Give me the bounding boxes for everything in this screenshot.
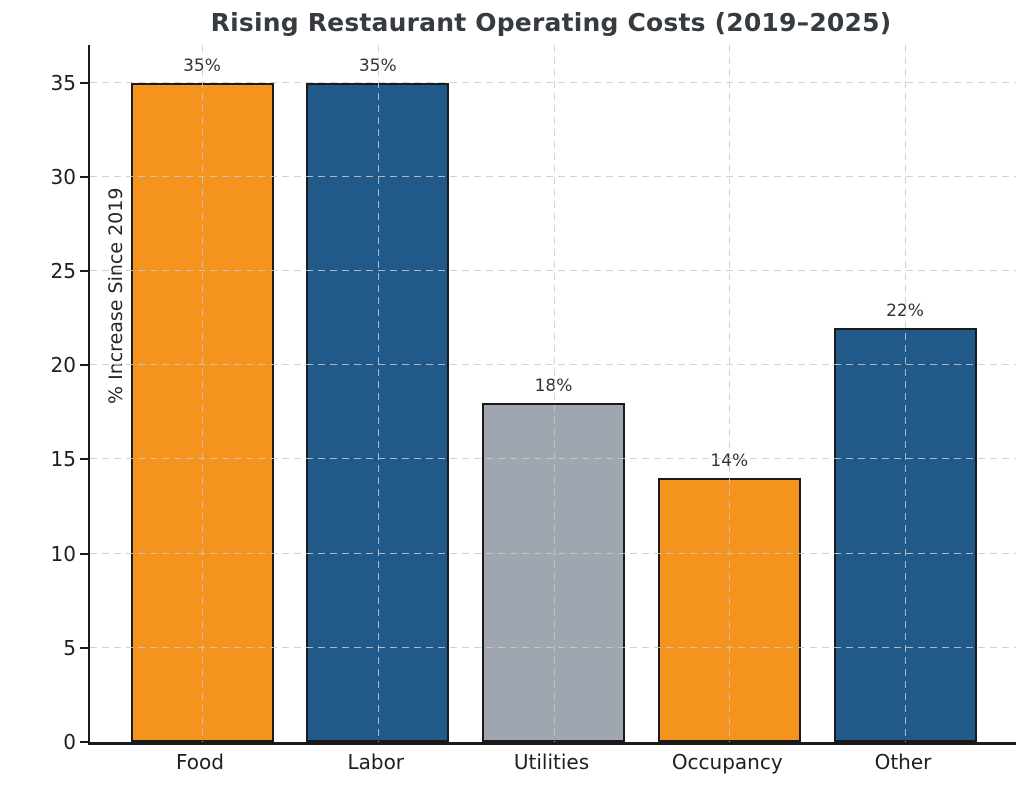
bars-layer: 35% 35% 18% 14% 22% xyxy=(90,45,1016,742)
y-tick-mark xyxy=(80,741,88,743)
y-tick-label: 0 xyxy=(63,730,76,754)
bar-labor xyxy=(306,82,450,742)
y-tick-mark xyxy=(80,270,88,273)
x-tick-label-labor: Labor xyxy=(347,750,405,774)
y-tick-mark xyxy=(80,458,88,461)
y-tick-label: 35 xyxy=(50,70,76,95)
x-tick-label-utilities: Utilities xyxy=(513,750,590,774)
bar-value-label: 14% xyxy=(710,451,749,472)
y-tick-mark xyxy=(80,81,88,84)
y-tick-label: 20 xyxy=(50,353,76,378)
x-tick-label-occupancy: Occupancy xyxy=(671,750,783,774)
y-tick-label: 30 xyxy=(50,164,76,189)
bar-value-label: 22% xyxy=(886,300,924,321)
bar-value-label: 35% xyxy=(183,55,221,76)
y-tick-mark xyxy=(80,646,88,649)
bar-utilities xyxy=(482,402,625,742)
chart-title: Rising Restaurant Operating Costs (2019–… xyxy=(210,8,892,37)
bar-other xyxy=(833,327,977,742)
bar-value-label: 35% xyxy=(358,55,397,76)
y-tick-mark xyxy=(80,364,88,367)
y-tick-label: 5 xyxy=(63,635,76,660)
bar-food xyxy=(130,82,274,742)
y-tick-label: 10 xyxy=(50,541,76,566)
x-tick-label-food: Food xyxy=(176,750,224,774)
plot-area: 35% 35% 18% 14% 22% xyxy=(88,45,1016,745)
y-tick-label: 15 xyxy=(50,447,76,472)
bar-value-label: 18% xyxy=(534,375,573,396)
x-tick-label-other: Other xyxy=(874,750,932,774)
bar-occupancy xyxy=(657,478,801,742)
y-tick-mark xyxy=(80,175,88,178)
y-tick-label: 25 xyxy=(50,259,76,284)
y-tick-mark xyxy=(80,552,88,555)
